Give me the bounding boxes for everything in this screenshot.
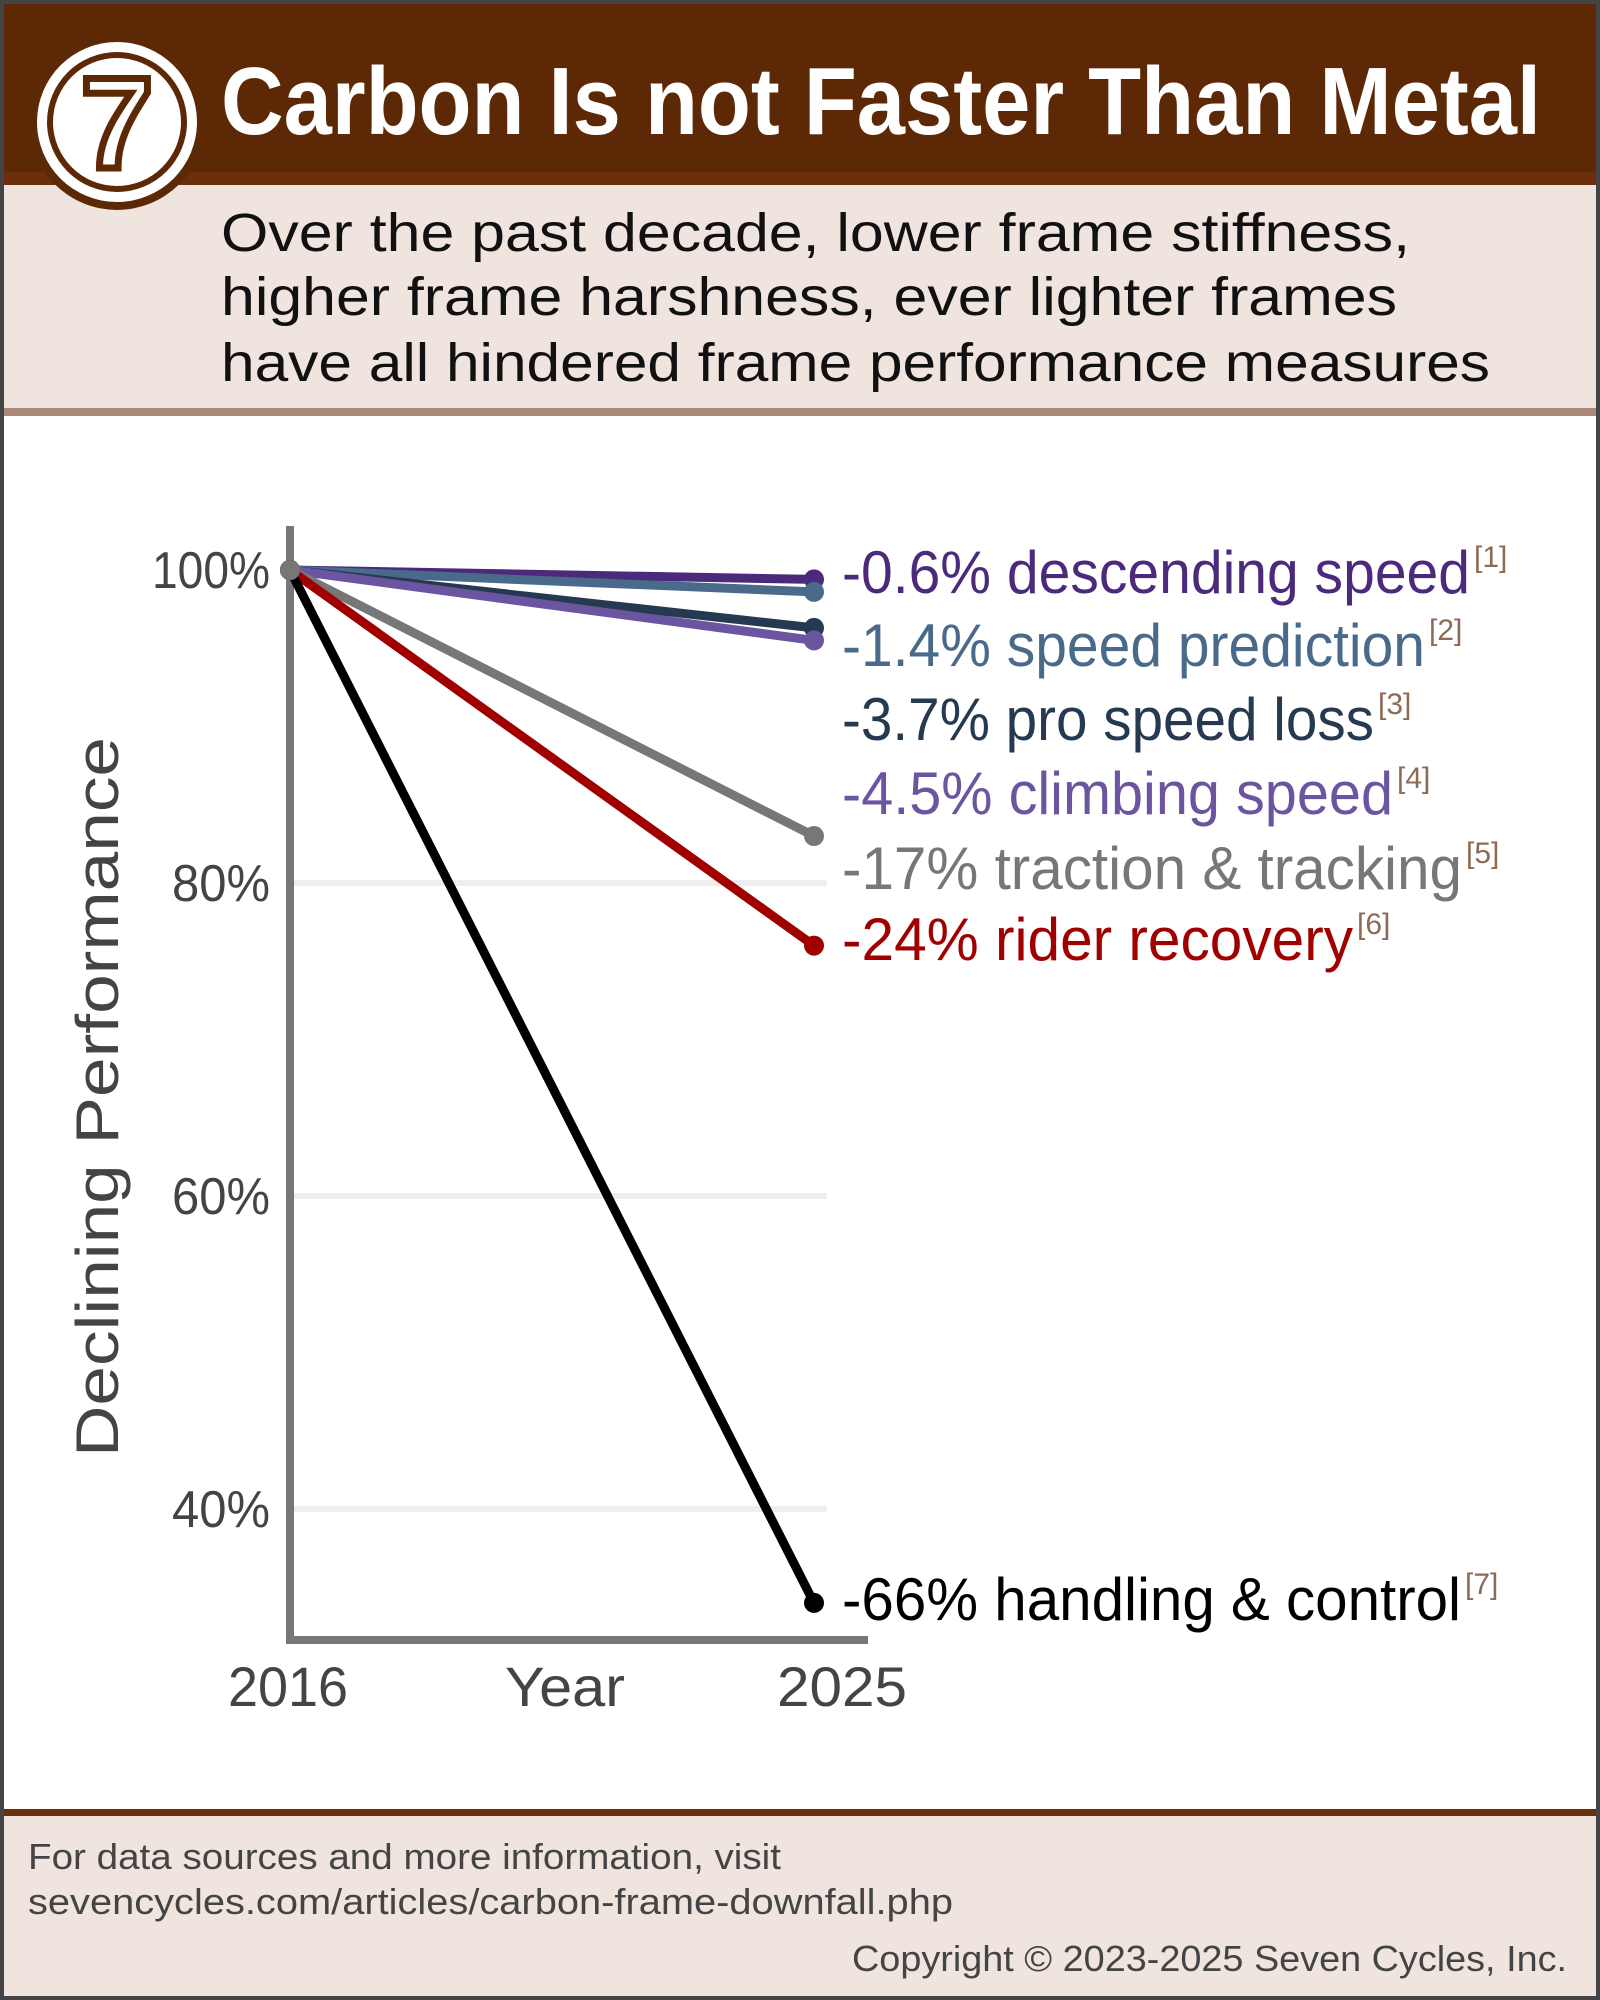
subtitle-line-3: have all hindered frame performance meas… xyxy=(221,333,1490,393)
data-point xyxy=(804,1592,824,1613)
series-label-text: -4.5% climbing speed xyxy=(842,760,1393,827)
y-tick-label: 60% xyxy=(172,1168,270,1226)
data-point xyxy=(804,630,824,651)
seven-cycles-logo: 7 xyxy=(29,34,205,210)
line-chart: 100% 80% 60% 40% 2016 2025 Year Declining Perfo… xyxy=(64,526,1507,1718)
reference-marker: [5] xyxy=(1466,837,1499,870)
footer-divider xyxy=(4,1809,1596,1816)
y-tick-label: 80% xyxy=(172,855,270,913)
y-tick-label: 40% xyxy=(172,1481,270,1539)
header-bottom-band xyxy=(4,172,1596,185)
subtitle-panel xyxy=(4,185,1596,408)
series-label-text: -1.4% speed prediction xyxy=(842,612,1425,679)
series-label: -0.6% descending speed [1] xyxy=(842,539,1507,606)
page-title: Carbon Is not Faster Than Metal xyxy=(221,48,1541,155)
series-label-text: -3.7% pro speed loss xyxy=(842,686,1374,753)
series-line xyxy=(285,565,819,1608)
reference-marker: [7] xyxy=(1465,1568,1498,1601)
data-point xyxy=(804,826,824,847)
series-label: -1.4% speed prediction [2] xyxy=(842,612,1462,679)
series-line xyxy=(285,565,819,597)
series-label-text: -17% traction & tracking xyxy=(842,835,1462,902)
subtitle-divider xyxy=(4,408,1596,416)
logo-seven-glyph: 7 xyxy=(81,50,153,196)
footer-link[interactable]: sevencycles.com/articles/carbon-frame-do… xyxy=(28,1881,953,1922)
copyright: Copyright © 2023-2025 Seven Cycles, Inc. xyxy=(852,1938,1567,1979)
header-bar xyxy=(4,4,1596,185)
series-line xyxy=(285,565,819,951)
reference-marker: [2] xyxy=(1429,614,1462,647)
reference-marker: [1] xyxy=(1474,541,1507,574)
x-axis-label: Year xyxy=(505,1655,625,1718)
subtitle-line-1: Over the past decade, lower frame stiffn… xyxy=(221,203,1410,263)
data-point xyxy=(280,560,300,580)
y-axis-label: Declining Performance xyxy=(64,737,131,1457)
series-label-text: -66% handling & control xyxy=(842,1566,1461,1633)
series-line xyxy=(285,565,819,841)
series-label: -17% traction & tracking [5] xyxy=(842,835,1499,902)
footer-panel xyxy=(4,1809,1596,1996)
series-label-text: -0.6% descending speed xyxy=(842,539,1470,606)
series-label: -3.7% pro speed loss [3] xyxy=(842,686,1411,753)
reference-marker: [6] xyxy=(1357,908,1390,941)
series-label: -24% rider recovery [6] xyxy=(842,906,1390,973)
reference-marker: [4] xyxy=(1397,762,1430,795)
series-label-text: -24% rider recovery xyxy=(842,906,1353,973)
y-tick-label: 100% xyxy=(152,542,270,600)
x-tick-label: 2025 xyxy=(777,1655,907,1718)
series-label: -66% handling & control [7] xyxy=(842,1566,1498,1633)
footer-sources-text: For data sources and more information, v… xyxy=(28,1836,781,1877)
series-label: -4.5% climbing speed [4] xyxy=(842,760,1430,827)
reference-marker: [3] xyxy=(1378,688,1411,721)
series-line xyxy=(285,565,819,645)
x-tick-label: 2016 xyxy=(228,1655,348,1718)
subtitle-line-2: higher frame harshness, ever lighter fra… xyxy=(221,267,1397,327)
data-point xyxy=(804,581,824,602)
data-point xyxy=(804,935,824,956)
